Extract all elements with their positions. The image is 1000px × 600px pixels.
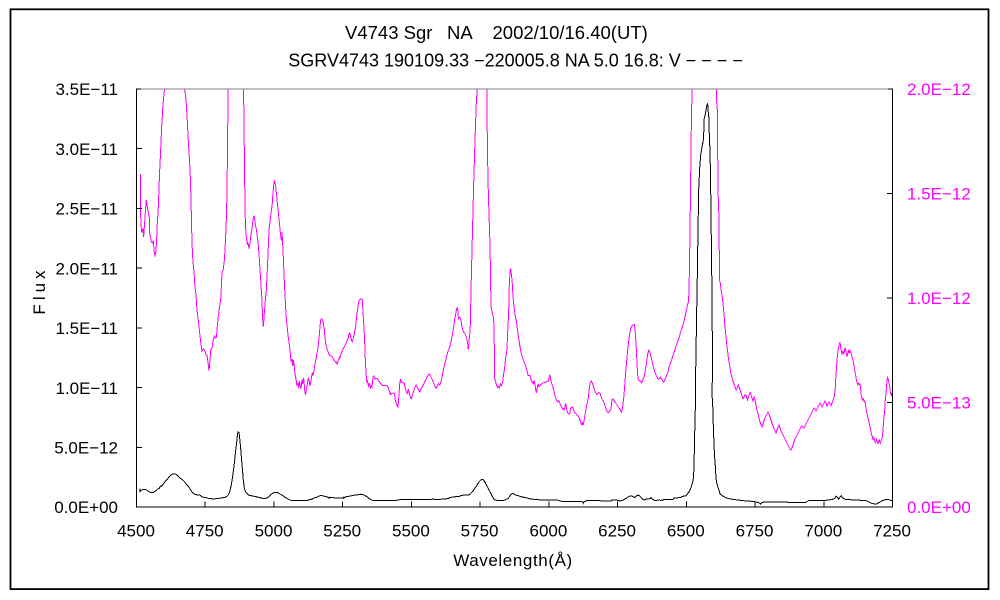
svg-text:2.0E−12: 2.0E−12 [907,80,971,99]
svg-text:0.0E+00: 0.0E+00 [54,498,118,517]
svg-text:5250: 5250 [323,521,361,540]
svg-text:3.0E−11: 3.0E−11 [55,140,118,159]
svg-text:1.0E−11: 1.0E−11 [55,379,118,398]
svg-text:Wavelength(Å): Wavelength(Å) [453,551,573,570]
svg-text:1.0E−12: 1.0E−12 [907,289,971,308]
svg-text:5.0E−12: 5.0E−12 [54,439,118,458]
svg-text:6000: 6000 [529,521,567,540]
svg-text:0.0E+00: 0.0E+00 [907,498,971,517]
svg-text:SGRV4743 190109.33 −220005.8 N: SGRV4743 190109.33 −220005.8 NA 5.0 16.8… [288,51,743,71]
svg-text:1.5E−12: 1.5E−12 [907,185,971,204]
svg-text:7000: 7000 [804,521,842,540]
svg-text:5.0E−13: 5.0E−13 [907,394,971,413]
svg-text:6500: 6500 [667,521,705,540]
svg-text:5000: 5000 [255,521,293,540]
svg-text:7250: 7250 [873,521,911,540]
svg-text:3.5E−11: 3.5E−11 [55,80,118,99]
svg-text:2.0E−11: 2.0E−11 [55,259,118,278]
svg-text:6250: 6250 [598,521,636,540]
svg-text:4500: 4500 [117,521,155,540]
svg-text:NA: NA [447,22,473,43]
svg-text:5750: 5750 [461,521,499,540]
svg-text:Flux: Flux [30,266,49,314]
svg-text:V4743 Sgr: V4743 Sgr [345,22,432,43]
svg-text:1.5E−11: 1.5E−11 [55,319,118,338]
svg-text:2.5E−11: 2.5E−11 [55,200,118,219]
svg-text:2002/10/16.40(UT): 2002/10/16.40(UT) [493,22,648,43]
svg-text:6750: 6750 [736,521,774,540]
svg-text:5500: 5500 [392,521,430,540]
svg-text:4750: 4750 [186,521,224,540]
